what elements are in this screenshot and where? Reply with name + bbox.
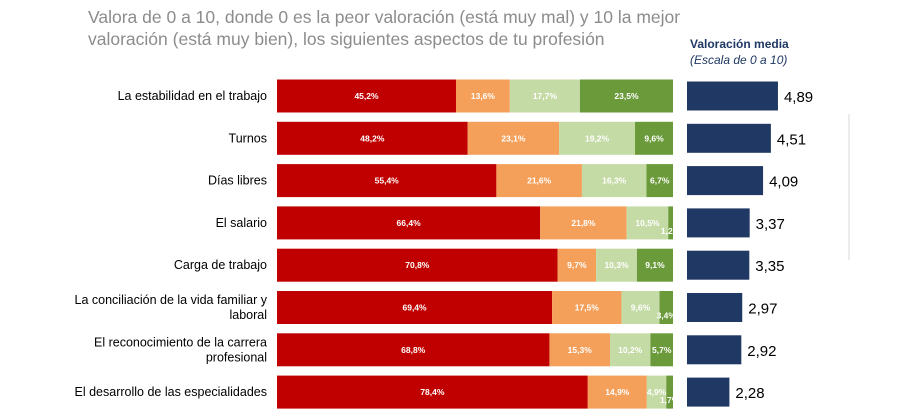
data-label: 68,8% — [401, 345, 426, 355]
data-label: 16,3% — [602, 176, 627, 186]
average-bar — [687, 208, 750, 238]
data-label: 1,7% — [660, 395, 680, 405]
data-label: 69,4% — [402, 303, 427, 313]
data-label: 19,2% — [585, 133, 610, 143]
data-label: 10,5% — [635, 218, 660, 228]
average-value-label: 2,97 — [748, 301, 777, 318]
bar-segment — [277, 121, 468, 155]
average-header: Valoración media (Escala de 0 a 10) — [690, 36, 830, 68]
chart-title: Valora de 0 a 10, donde 0 es la peor val… — [88, 7, 681, 49]
average-header-scale: (Escala de 0 a 10) — [690, 53, 788, 67]
category-label: Días libres — [208, 174, 267, 188]
data-label: 55,4% — [375, 176, 400, 186]
data-label: 66,4% — [397, 218, 422, 228]
data-label: 23,1% — [501, 133, 526, 143]
bar-segment — [626, 206, 669, 240]
data-label: 10,3% — [604, 260, 629, 270]
category-label: La estabilidad en el trabajo — [118, 89, 267, 103]
bar-segment — [610, 333, 651, 367]
bar-segment — [509, 79, 580, 113]
bar-segment — [549, 333, 611, 367]
bar-segment — [587, 375, 647, 409]
data-label: 21,6% — [527, 176, 552, 186]
bar-segment — [668, 206, 673, 240]
bar-segment — [559, 121, 636, 155]
average-bar — [687, 293, 743, 322]
data-label: 17,5% — [575, 303, 600, 313]
data-label: 9,1% — [645, 260, 665, 270]
bar-segment — [467, 121, 560, 155]
average-bar — [687, 166, 764, 196]
category-label: El desarrollo de las especialidades — [75, 385, 267, 399]
bar-segment — [277, 248, 558, 282]
bar-segment — [646, 375, 667, 409]
average-value-label: 2,28 — [735, 385, 764, 402]
category-label: Carga de trabajo — [174, 258, 267, 272]
average-value-label: 4,89 — [784, 89, 813, 106]
bar-segment — [635, 121, 673, 155]
data-label: 23,5% — [614, 91, 639, 101]
bar-segment — [277, 206, 541, 240]
data-label: 70,8% — [405, 260, 430, 270]
average-bar — [687, 377, 730, 407]
average-value-label: 4,09 — [769, 174, 798, 191]
bar-segment — [277, 79, 456, 113]
average-bar — [687, 250, 750, 280]
data-label: 3,4% — [657, 311, 677, 321]
category-label: El reconocimiento de la carrera profesion… — [94, 335, 267, 364]
data-label: 45,2% — [354, 91, 379, 101]
bar-segment — [621, 291, 660, 324]
data-label: 6,7% — [650, 176, 670, 186]
average-value-label: 3,37 — [756, 216, 785, 233]
bar-segment — [277, 164, 497, 198]
data-label: 1,2% — [661, 226, 681, 236]
data-label: 9,6% — [631, 303, 651, 313]
bar-segment — [552, 291, 622, 324]
average-bar — [687, 123, 771, 153]
bar-segment — [646, 164, 673, 198]
data-label: 13,6% — [471, 91, 496, 101]
category-label: La conciliación de la vida familiar y lab… — [75, 293, 268, 322]
average-bar — [687, 335, 742, 365]
data-label: 48,2% — [360, 133, 385, 143]
data-label: 5,7% — [652, 345, 672, 355]
average-value-label: 3,35 — [755, 258, 784, 275]
data-label: 10,2% — [618, 345, 643, 355]
bar-segment — [650, 333, 673, 367]
bar-segment — [277, 291, 553, 324]
data-label: 21,8% — [571, 218, 596, 228]
average-value-label: 4,51 — [777, 131, 806, 148]
bar-segment — [581, 164, 647, 198]
bar-segment — [496, 164, 582, 198]
bar-segment — [659, 291, 673, 324]
data-label: 14,9% — [605, 387, 630, 397]
bar-segment — [666, 375, 673, 409]
bar-segment — [596, 248, 637, 282]
bar-segment — [557, 248, 597, 282]
bar-segment — [455, 79, 510, 113]
average-bar — [687, 81, 778, 111]
data-label: 78,4% — [420, 387, 445, 397]
bar-segment — [540, 206, 627, 240]
data-label: 15,3% — [568, 345, 593, 355]
bar-segment — [579, 79, 673, 113]
bar-segment — [277, 333, 550, 367]
data-label: 9,7% — [567, 260, 587, 270]
category-label: Turnos — [229, 131, 267, 145]
average-header-label: Valoración media — [690, 37, 789, 51]
bar-segment — [277, 375, 588, 409]
data-label: 4,9% — [647, 387, 667, 397]
bar-segment — [636, 248, 673, 282]
average-value-label: 2,92 — [747, 343, 776, 360]
data-label: 17,7% — [533, 91, 558, 101]
category-label: El salario — [216, 216, 267, 230]
data-label: 9,6% — [644, 133, 664, 143]
